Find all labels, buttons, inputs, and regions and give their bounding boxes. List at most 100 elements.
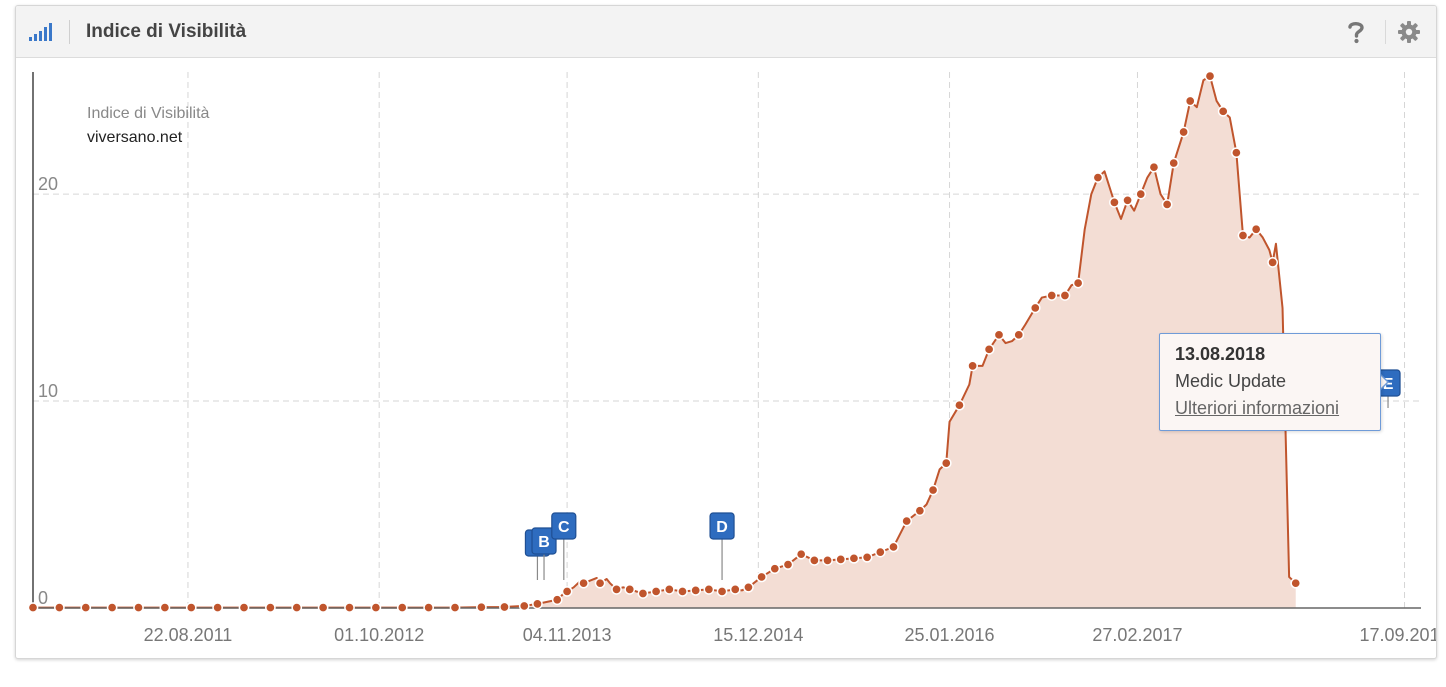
data-point: [27, 602, 39, 613]
data-point: [185, 602, 197, 613]
data-point: [499, 601, 510, 613]
data-point: [1148, 161, 1160, 173]
series-area: [33, 76, 1296, 609]
question-mark-icon[interactable]: [1346, 20, 1366, 44]
data-point: [370, 602, 382, 613]
event-marker-label: C: [558, 519, 570, 536]
data-point: [782, 559, 794, 570]
panel-header: Indice di Visibilità: [16, 6, 1436, 58]
data-point: [317, 602, 329, 613]
x-tick-label: 22.08.2011: [144, 625, 233, 645]
data-point: [703, 584, 715, 595]
data-point: [1135, 188, 1147, 200]
event-marker-box: [551, 512, 577, 540]
data-point: [561, 586, 573, 597]
data-point: [927, 484, 939, 496]
data-point: [551, 594, 563, 606]
y-tick-label: 0: [38, 588, 48, 608]
x-tick-label: 15.12.2014: [713, 625, 803, 645]
data-point: [795, 548, 807, 560]
data-point: [993, 329, 1005, 341]
data-point: [1267, 257, 1278, 268]
data-point: [133, 602, 144, 613]
data-point: [1072, 277, 1084, 289]
data-point: [54, 602, 65, 613]
data-point: [1184, 95, 1196, 107]
data-point: [578, 577, 589, 589]
x-tick-label: 04.11.2013: [523, 625, 612, 645]
data-point: [611, 584, 622, 595]
data-point: [716, 586, 728, 597]
data-point: [1029, 302, 1041, 314]
tooltip-more-info-link[interactable]: Ulteriori informazioni: [1175, 398, 1340, 418]
header-divider-right: [1385, 20, 1386, 44]
data-point: [954, 399, 965, 411]
data-point: [1250, 223, 1262, 235]
data-point: [756, 571, 767, 583]
data-point: [518, 600, 530, 612]
data-point: [106, 602, 118, 613]
data-point: [663, 584, 675, 595]
data-point: [624, 584, 636, 595]
data-point: [212, 602, 223, 613]
gear-icon[interactable]: [1398, 21, 1420, 43]
event-marker-label: B: [538, 534, 550, 551]
data-point: [743, 581, 754, 593]
data-point: [423, 602, 434, 613]
data-point: [1161, 199, 1173, 210]
data-point: [532, 598, 543, 610]
data-point: [874, 546, 886, 558]
data-point: [1237, 230, 1249, 241]
data-point: [1204, 70, 1216, 82]
data-point: [265, 602, 276, 613]
data-point: [650, 586, 662, 597]
data-point: [729, 584, 741, 595]
data-point: [967, 360, 978, 372]
data-point: [344, 602, 355, 613]
data-point: [637, 588, 649, 599]
tooltip-arrow-inner: [1379, 374, 1387, 390]
data-point: [848, 552, 860, 564]
event-marker-box: [709, 512, 735, 540]
data-point: [914, 505, 926, 517]
visibility-panel: Indice di Visibilità ABCDE 0102022.08.20…: [15, 5, 1437, 659]
header-divider: [69, 20, 70, 44]
event-tooltip: 13.08.2018 Medic Update Ulteriori inform…: [1159, 333, 1381, 431]
data-point: [822, 555, 833, 566]
data-point: [1290, 577, 1302, 589]
data-point: [901, 515, 913, 527]
y-tick-label: 10: [38, 381, 58, 401]
data-point: [449, 602, 461, 613]
data-point: [1013, 329, 1025, 341]
legend-metric: Indice di Visibilità: [87, 105, 210, 122]
panel-title: Indice di Visibilità: [86, 21, 247, 42]
y-tick-label: 20: [38, 174, 58, 194]
data-point: [983, 343, 995, 355]
x-tick-label: 17.09.2018: [1359, 625, 1436, 645]
event-marker-box: [531, 527, 557, 555]
data-point: [1178, 126, 1189, 138]
data-point: [159, 602, 171, 613]
data-point: [861, 551, 873, 563]
data-point: [396, 602, 408, 613]
data-point: [1168, 157, 1180, 169]
legend-domain: viversano.net: [87, 129, 183, 146]
data-point: [1109, 197, 1120, 208]
data-point: [594, 577, 606, 589]
data-point: [769, 563, 781, 575]
x-tick-label: 27.02.2017: [1092, 625, 1182, 645]
data-point: [291, 602, 303, 613]
tooltip-date: 13.08.2018: [1175, 344, 1266, 364]
data-point: [690, 585, 702, 596]
visibility-chart: ABCDE 0102022.08.201101.10.201204.11.201…: [27, 70, 1436, 645]
signal-bars-icon: [29, 23, 52, 41]
data-point: [888, 541, 899, 553]
event-marker-label: D: [716, 519, 728, 536]
data-point: [677, 586, 688, 597]
data-point: [476, 601, 487, 613]
data-point: [1231, 147, 1242, 159]
x-tick-label: 01.10.2012: [334, 625, 424, 645]
x-tick-label: 25.01.2016: [904, 625, 994, 645]
data-point: [1092, 172, 1104, 183]
data-point: [238, 602, 250, 613]
